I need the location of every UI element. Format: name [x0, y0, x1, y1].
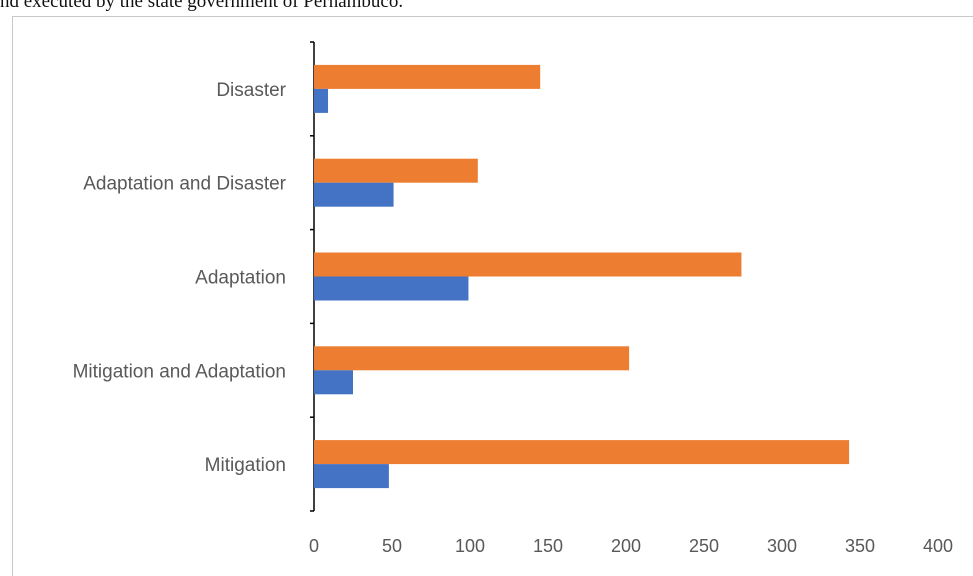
bar-series2-2	[314, 252, 742, 277]
x-tick-label: 0	[309, 536, 319, 556]
bar-series2-3	[314, 158, 478, 183]
category-labels: Mitigation Mitigation and Adaptation Adapt…	[73, 80, 287, 476]
bar-series1-4	[314, 88, 329, 113]
x-tick-label: 350	[845, 536, 875, 556]
bar-series2-4	[314, 64, 541, 89]
bar-series1-3	[314, 182, 394, 207]
x-tick-label: 150	[533, 536, 563, 556]
chart-frame	[12, 16, 973, 576]
x-tick-label: 300	[767, 536, 797, 556]
category-label: Mitigation and Adaptation	[73, 361, 286, 382]
bar-series2-1	[314, 346, 630, 371]
category-label: Mitigation	[205, 455, 286, 476]
x-tick-label: 400	[923, 536, 953, 556]
bar-series1-2	[314, 276, 469, 301]
x-tick-labels: 0 50 100 150 200 250 300 350 400	[309, 536, 953, 556]
x-tick-label: 200	[611, 536, 641, 556]
bars	[314, 64, 850, 489]
bar-series1-1	[314, 370, 353, 395]
category-label: Adaptation and Disaster	[83, 174, 286, 195]
x-tick-label: 100	[455, 536, 485, 556]
figure-caption: nd executed by the state government of P…	[0, 0, 404, 12]
axes	[310, 41, 315, 512]
category-label: Disaster	[216, 80, 286, 101]
x-tick-label: 250	[689, 536, 719, 556]
category-label: Adaptation	[195, 268, 286, 289]
bar-series2-0	[314, 440, 850, 465]
x-tick-label: 50	[382, 536, 402, 556]
bar-series1-0	[314, 464, 389, 489]
